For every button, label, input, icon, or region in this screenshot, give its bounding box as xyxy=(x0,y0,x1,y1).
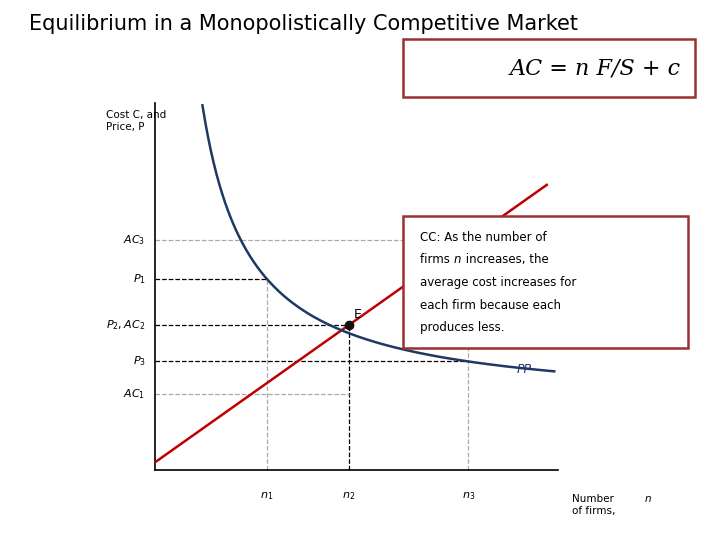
Text: firms: firms xyxy=(420,253,454,266)
Text: CC: CC xyxy=(476,224,493,237)
Text: $AC_3$: $AC_3$ xyxy=(123,233,145,247)
Text: $n_2$: $n_2$ xyxy=(342,490,356,502)
Text: AC = n F/S + c: AC = n F/S + c xyxy=(509,57,680,79)
Text: Number
of firms,: Number of firms, xyxy=(572,494,619,516)
Text: $P_1$: $P_1$ xyxy=(132,272,145,286)
Text: $P_3$: $P_3$ xyxy=(132,355,145,368)
Text: $P_2, AC_2$: $P_2, AC_2$ xyxy=(107,318,145,332)
Text: Cost C, and
Price, P: Cost C, and Price, P xyxy=(107,110,166,132)
Text: $n_1$: $n_1$ xyxy=(260,490,274,502)
Text: E: E xyxy=(354,308,361,321)
Text: produces less.: produces less. xyxy=(420,321,504,334)
Text: increases, the: increases, the xyxy=(462,253,548,266)
Text: $AC_1$: $AC_1$ xyxy=(123,388,145,401)
Text: average cost increases for: average cost increases for xyxy=(420,276,576,289)
Text: Equilibrium in a Monopolistically Competitive Market: Equilibrium in a Monopolistically Compet… xyxy=(29,14,577,33)
Text: n: n xyxy=(644,494,651,504)
Text: PP: PP xyxy=(517,363,532,376)
Text: each firm because each: each firm because each xyxy=(420,299,561,312)
Text: n: n xyxy=(454,253,461,266)
Text: CC: As the number of: CC: As the number of xyxy=(420,231,546,244)
Text: $n_3$: $n_3$ xyxy=(462,490,475,502)
